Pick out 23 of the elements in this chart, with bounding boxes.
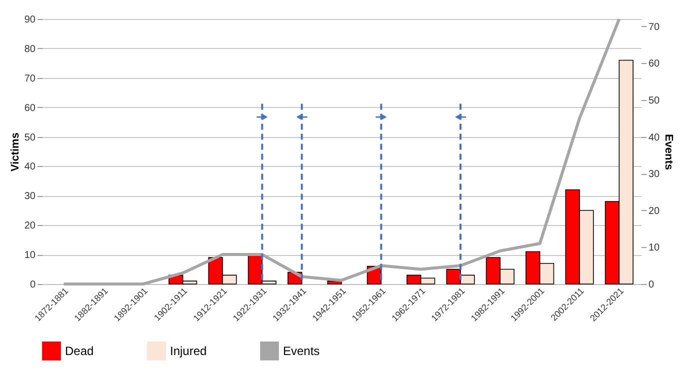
y-tick-label: 60 — [24, 102, 36, 114]
y-tick-label: 90 — [24, 14, 36, 26]
y-tick-label: 40 — [24, 162, 36, 173]
y2-tick-label: 50 — [648, 95, 660, 106]
y2-axis-title: Events — [662, 134, 675, 170]
y-tick-label: 30 — [24, 191, 36, 202]
y-tick-label: 0 — [30, 280, 36, 290]
y-tick-label: 70 — [24, 73, 36, 84]
legend-label: Events — [283, 344, 320, 358]
y2-tick-label: 10 — [648, 242, 660, 254]
legend-label: Dead — [65, 344, 94, 358]
y-tick-label: 10 — [24, 250, 36, 262]
y-tick-label: 20 — [24, 220, 36, 232]
y2-tick-label: 70 — [648, 22, 660, 33]
y-axis-title: Victims — [9, 132, 22, 172]
y-tick-label: 80 — [24, 44, 36, 55]
y2-tick-label: 30 — [648, 169, 660, 180]
legend-label: Injured — [170, 344, 207, 358]
y2-tick-label: 20 — [648, 206, 660, 217]
y2-tick-label: 40 — [648, 132, 660, 144]
y2-tick-label: 0 — [648, 280, 654, 290]
y-tick-label: 50 — [24, 132, 36, 144]
y2-tick-label: 60 — [648, 58, 660, 70]
